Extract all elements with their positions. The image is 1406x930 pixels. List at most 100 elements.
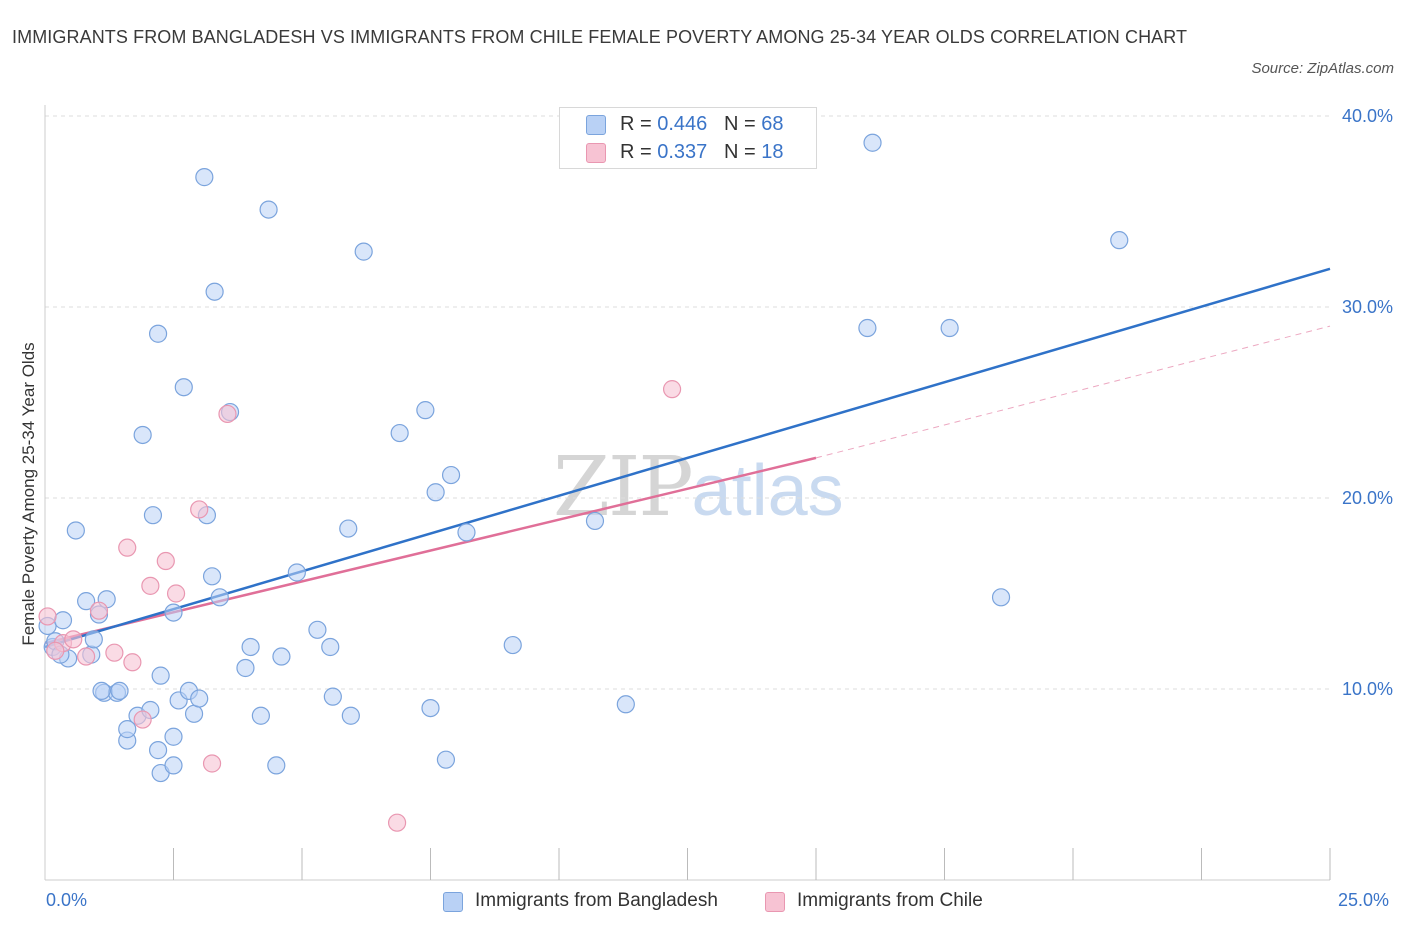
watermark: ZIPatlas (553, 440, 844, 535)
bangladesh-point (92, 681, 111, 701)
legend-r-label: R = (620, 113, 658, 135)
chile-point (662, 380, 682, 399)
chile-point (156, 551, 175, 571)
bangladesh-point (77, 592, 96, 611)
legend-n-value: 18 (761, 141, 784, 163)
bangladesh-trend-line (44, 267, 1331, 649)
bangladesh-point (416, 401, 435, 420)
bangladesh-point (1110, 231, 1129, 250)
y-tick-label: 40.0% (1342, 106, 1393, 126)
legend-r-value: 0.337 (657, 141, 708, 163)
chile-point (105, 643, 124, 662)
bangladesh-point (259, 200, 278, 219)
chile-point (77, 647, 96, 666)
bangladesh-point (426, 483, 445, 502)
bangladesh-point (190, 689, 209, 708)
y-tick-label: 30.0% (1342, 297, 1393, 317)
stats-legend: R = 0.446 N = 68 R = 0.337 N = 18 (559, 107, 817, 169)
bangladesh-point (436, 750, 456, 769)
bangladesh-point (148, 324, 168, 343)
bangladesh-point (390, 423, 409, 443)
bangladesh-point (202, 567, 222, 586)
trend-lines (44, 267, 1331, 649)
bangladesh-point (441, 465, 461, 485)
chile-point (89, 601, 109, 620)
chile-point (64, 630, 83, 649)
bangladesh-point (148, 741, 168, 760)
bangladesh-point (118, 720, 137, 739)
chile-point (141, 576, 160, 595)
series-legend: Immigrants from Bangladesh Immigrants fr… (0, 888, 1406, 918)
bangladesh-point (308, 620, 327, 639)
chile-point (190, 500, 209, 519)
legend-swatch-chile (586, 143, 606, 163)
legend-swatch-bangladesh (586, 115, 606, 135)
bangladesh-point (421, 698, 440, 718)
bangladesh-point (940, 318, 959, 338)
bangladesh-point (585, 511, 605, 531)
bangladesh-point (53, 611, 73, 630)
bangladesh-point (341, 706, 360, 725)
bangladesh-point (195, 168, 214, 187)
chile-point (38, 607, 57, 626)
bangladesh-point (184, 704, 204, 723)
legend-n-label: N = (723, 113, 762, 135)
chart-title: IMMIGRANTS FROM BANGLADESH VS IMMIGRANTS… (12, 27, 1188, 47)
legend-r-value: 0.446 (657, 113, 708, 135)
bangladesh-point (457, 523, 476, 542)
bangladesh-point (210, 588, 229, 607)
chile-point (202, 754, 222, 773)
bangladesh-point (164, 756, 183, 775)
bangladesh-point (110, 681, 129, 701)
y-tick-label: 20.0% (1342, 488, 1393, 508)
bangladesh-point (272, 647, 291, 666)
axes (44, 105, 1331, 881)
bangladesh-point (174, 378, 193, 397)
series-swatch-bangladesh (443, 892, 463, 912)
series-swatch-chile (765, 892, 785, 912)
bangladesh-point (151, 666, 170, 685)
chile-point (218, 404, 237, 424)
bangladesh-point (164, 727, 183, 746)
bangladesh-point (143, 506, 163, 525)
bangladesh-point (863, 133, 882, 152)
bangladesh-point (321, 637, 340, 657)
grid-lines (45, 115, 1330, 690)
bangladesh-point (354, 242, 373, 261)
chile-point (133, 710, 152, 729)
source-label: Source: ZipAtlas.com (1251, 60, 1394, 77)
chile-point (166, 584, 186, 603)
bangladesh-point (84, 630, 103, 649)
watermark-atlas: atlas (691, 451, 844, 531)
watermark-zip: ZIP (553, 440, 694, 535)
bangladesh-point (164, 603, 183, 622)
bangladesh-point (236, 658, 255, 678)
x-tick-label-max: 25.0% (1338, 890, 1390, 910)
bangladesh-point (267, 756, 286, 775)
bangladesh-point (287, 563, 306, 582)
bangladesh-point (858, 318, 877, 338)
series-label-chile: Immigrants from Chile (797, 890, 983, 911)
bangladesh-point (241, 637, 260, 657)
bangladesh-point (503, 635, 522, 655)
chile-point (123, 653, 142, 672)
legend-n-label: N = (723, 141, 762, 163)
chile-point (46, 641, 65, 660)
bangladesh-point (251, 706, 270, 725)
data-points (38, 133, 1129, 832)
series-label-bangladesh: Immigrants from Bangladesh (475, 890, 718, 911)
bangladesh-point (339, 519, 358, 538)
chile-trend-extension (815, 325, 1331, 459)
legend-r-label: R = (620, 141, 658, 163)
legend-n-value: 68 (761, 113, 784, 135)
bangladesh-point (66, 521, 85, 540)
bangladesh-point (323, 687, 342, 706)
tick-labels: 10.0% 20.0% 30.0% 40.0% (1342, 106, 1393, 699)
y-tick-label: 10.0% (1342, 679, 1393, 699)
bangladesh-point (991, 588, 1011, 607)
y-axis-label: Female Poverty Among 25-34 Year Olds (19, 342, 38, 645)
bangladesh-point (133, 425, 152, 445)
bangladesh-point (205, 282, 224, 301)
x-tick-label-min: 0.0% (46, 890, 88, 910)
